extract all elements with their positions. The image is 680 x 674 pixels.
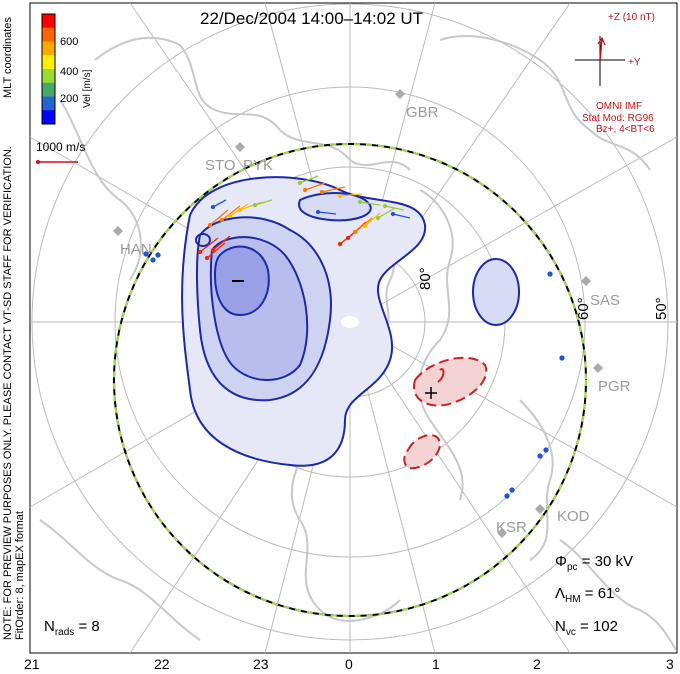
colorbar-segment bbox=[42, 55, 55, 70]
station-pyk: PYK bbox=[243, 157, 274, 174]
lat-label-50: 50° bbox=[653, 297, 670, 320]
station-ksr: KSR bbox=[496, 519, 527, 536]
n-vc: Nvc = 102 bbox=[555, 618, 618, 638]
colorbar-segment bbox=[42, 27, 55, 42]
vel-scale-title: Vel [m/s] bbox=[82, 69, 93, 108]
coastlines bbox=[39, 35, 677, 651]
station-han: HAN bbox=[120, 241, 152, 258]
mlt-tick-2: 2 bbox=[533, 656, 541, 672]
colorbar-border bbox=[41, 13, 56, 125]
reference-vector-label: 1000 m/s bbox=[36, 140, 86, 154]
lat-label-60: 60° bbox=[575, 297, 592, 320]
n-rads: Nrads = 8 bbox=[44, 618, 100, 638]
station-sas: SAS bbox=[590, 292, 621, 309]
mlt-tick-21: 21 bbox=[24, 656, 40, 672]
vel-tick-200: 200 bbox=[60, 93, 79, 105]
coords-label: MLT coordinates bbox=[2, 17, 14, 98]
vel-tick-400: 400 bbox=[60, 66, 79, 78]
imf-condition: Bz+, 4<BT<6 bbox=[596, 124, 655, 135]
imf-dial bbox=[575, 36, 625, 86]
vel-tick-600: 600 bbox=[60, 36, 79, 48]
imf-z-label: +Z (10 nT) bbox=[608, 12, 655, 23]
station-markers bbox=[113, 89, 603, 538]
plot-frame bbox=[29, 2, 678, 654]
n-rads-value: = 8 bbox=[78, 618, 100, 635]
phi-pc-value: = 30 kV bbox=[581, 553, 633, 570]
mlt-tick-22: 22 bbox=[154, 656, 170, 672]
fit-order-label: FitOrder: 8, mapEX format bbox=[14, 511, 26, 640]
imf-source: OMNI IMF bbox=[596, 101, 643, 112]
dusk-convection-cell bbox=[181, 176, 520, 467]
mlt-tick-23: 23 bbox=[253, 656, 269, 672]
lambda-hm-value: = 61° bbox=[584, 585, 621, 602]
colorbar-segment bbox=[42, 96, 55, 111]
station-pgr: PGR bbox=[598, 378, 631, 395]
imf-model: Stat Mod: RG96 bbox=[582, 113, 654, 124]
lambda-hm: ΛHM = 61° bbox=[555, 585, 621, 605]
station-sto: STO bbox=[205, 157, 236, 174]
colorbar-segment bbox=[42, 14, 55, 29]
phi-pc: Φpc = 30 kV bbox=[555, 553, 633, 573]
velocity-colorbar bbox=[41, 13, 56, 125]
mlt-tick-1: 1 bbox=[432, 656, 440, 672]
colorbar-segment bbox=[42, 110, 55, 125]
pole-marker bbox=[341, 316, 359, 328]
velocity-vectors bbox=[143, 175, 565, 499]
imf-y-label: +Y bbox=[628, 57, 641, 68]
verification-note: NOTE: FOR PREVIEW PURPOSES ONLY. PLEASE … bbox=[2, 146, 14, 640]
colorbar-segment bbox=[42, 82, 55, 97]
lat-label-80: 80° bbox=[417, 267, 434, 290]
station-kod: KOD bbox=[557, 508, 590, 525]
colorbar-segment bbox=[42, 69, 55, 84]
reference-vector bbox=[36, 160, 78, 164]
station-gbr: GBR bbox=[406, 104, 439, 121]
map-title: 22/Dec/2004 14:00–14:02 UT bbox=[200, 9, 424, 28]
mlt-tick-0: 0 bbox=[345, 656, 353, 672]
n-vc-value: = 102 bbox=[580, 618, 618, 635]
mlt-tick-3: 3 bbox=[666, 656, 674, 672]
dawn-convection-cell bbox=[403, 356, 488, 470]
colorbar-segment bbox=[42, 41, 55, 56]
